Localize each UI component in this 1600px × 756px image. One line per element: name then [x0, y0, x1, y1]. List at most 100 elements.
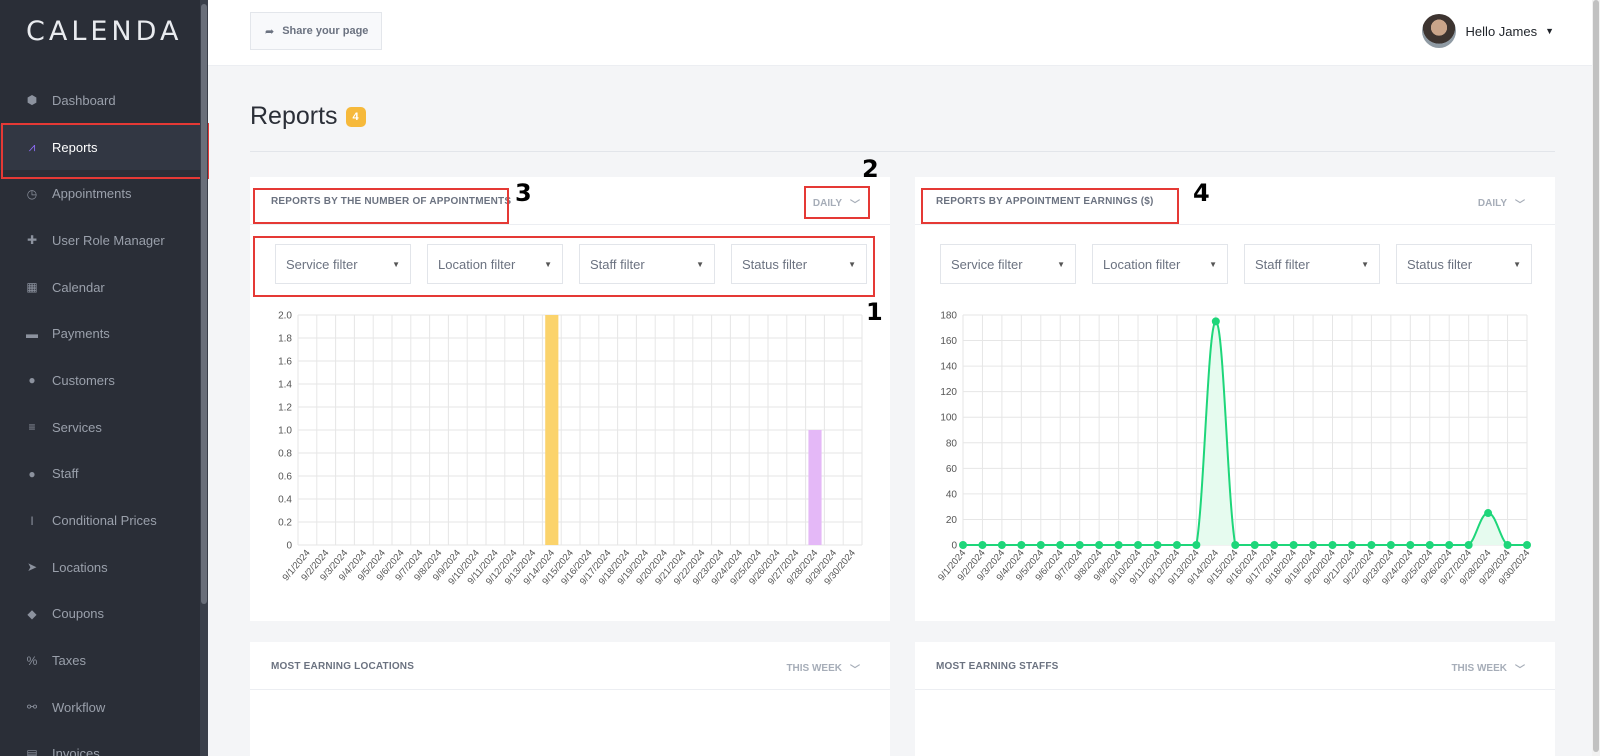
sidebar: CALENDA ⬢ Dashboard ⩘ Reports ◷ Appointments ✚…	[0, 0, 209, 756]
y-tick-label: 1.4	[278, 380, 292, 391]
y-tick-label: 0.6	[278, 472, 292, 483]
share-icon: ➦	[265, 25, 275, 38]
sidebar-item-locations[interactable]: ➤ Locations	[0, 544, 200, 591]
point-9/27/2024	[1464, 541, 1473, 549]
period-label: DAILY	[812, 198, 842, 209]
point-9/17/2024	[1270, 541, 1279, 549]
cube-icon: ⬢	[26, 93, 38, 108]
point-9/22/2024	[1367, 541, 1376, 549]
y-tick-label: 0.8	[278, 449, 292, 460]
appointments-bar-chart: 00.20.40.60.81.01.21.41.61.82.09/1/20249…	[278, 311, 863, 587]
card-title: MOST EARNING LOCATIONS	[271, 661, 415, 672]
card-header: REPORTS BY THE NUMBER OF APPOINTMENTS DA…	[250, 177, 890, 225]
sidebar-item-services[interactable]: ≡ Services	[0, 404, 200, 451]
staff-filter-dropdown[interactable]: Staff filter ▼	[1244, 244, 1380, 284]
period-dropdown[interactable]: THIS WEEK ﹀	[786, 661, 860, 676]
point-9/9/2024	[1114, 541, 1123, 549]
point-9/24/2024	[1406, 541, 1415, 549]
sidebar-item-label: Reports	[52, 139, 98, 155]
share-label: Share your page	[282, 25, 369, 37]
filter-label: Location filter	[1103, 256, 1181, 272]
sidebar-item-label: Invoices	[52, 746, 100, 756]
tag-icon: ◆	[27, 606, 37, 621]
y-tick-label: 160	[940, 336, 957, 347]
most-earning-locations-card: MOST EARNING LOCATIONS THIS WEEK ﹀	[250, 642, 890, 756]
location-filter-dropdown[interactable]: Location filter ▼	[1092, 244, 1228, 284]
sidebar-item-label: Taxes	[52, 653, 86, 669]
sidebar-item-workflow[interactable]: ⚯ Workflow	[0, 684, 200, 731]
period-dropdown[interactable]: DAILY ﹀	[813, 196, 860, 211]
sidebar-item-appointments[interactable]: ◷ Appointments	[0, 170, 200, 217]
sidebar-item-staff[interactable]: ● Staff	[0, 451, 200, 498]
percent-icon: %	[26, 653, 38, 668]
y-tick-label: 0	[951, 541, 957, 552]
filter-label: Staff filter	[1255, 256, 1310, 272]
point-9/30/2024	[1523, 541, 1531, 549]
logo[interactable]: CALENDA	[26, 15, 183, 47]
period-label: THIS WEEK	[786, 663, 842, 674]
point-9/11/2024	[1153, 541, 1162, 549]
point-9/7/2024	[1075, 541, 1084, 549]
filter-row: Service filter ▼ Location filter ▼ Staff fil…	[940, 244, 1548, 284]
clock-icon: ◷	[26, 186, 38, 201]
point-9/14/2024	[1211, 317, 1220, 326]
sidebar-item-reports[interactable]: ⩘ Reports	[0, 122, 209, 179]
caret-down-icon: ▼	[696, 259, 704, 269]
sidebar-item-invoices[interactable]: ▤ Invoices	[0, 731, 200, 756]
chevron-down-icon: ﹀	[850, 665, 860, 676]
page-title: Reports 4	[250, 102, 366, 131]
y-tick-label: 60	[946, 464, 958, 475]
y-tick-label: 1.8	[278, 334, 292, 345]
credit-card-icon: ▬	[26, 326, 38, 341]
filter-label: Location filter	[438, 256, 516, 272]
service-filter-dropdown[interactable]: Service filter ▼	[940, 244, 1076, 284]
period-dropdown[interactable]: THIS WEEK ﹀	[1451, 661, 1525, 676]
file-icon: ▤	[26, 746, 38, 756]
annotation-marker-1: 1	[866, 298, 883, 326]
appointments-report-card: REPORTS BY THE NUMBER OF APPOINTMENTS DA…	[250, 177, 890, 621]
sidebar-item-dashboard[interactable]: ⬢ Dashboard	[0, 77, 200, 124]
sidebar-item-label: Appointments	[52, 186, 132, 202]
sidebar-item-calendar[interactable]: ▦ Calendar	[0, 264, 200, 311]
annotation-marker-2: 2	[862, 155, 879, 183]
sidebar-item-label: Customers	[52, 372, 115, 388]
filter-label: Status filter	[742, 256, 808, 272]
status-filter-dropdown[interactable]: Status filter ▼	[1396, 244, 1532, 284]
point-9/29/2024	[1503, 541, 1512, 549]
y-tick-label: 180	[940, 311, 957, 322]
sidebar-item-payments[interactable]: ▬ Payments	[0, 310, 200, 357]
sidebar-item-conditional-prices[interactable]: I Conditional Prices	[0, 497, 200, 544]
point-9/4/2024	[1017, 541, 1026, 549]
sidebar-item-user-role-manager[interactable]: ✚ User Role Manager	[0, 217, 200, 264]
user-menu[interactable]: Hello James ▼	[1421, 14, 1554, 48]
point-9/19/2024	[1309, 541, 1318, 549]
staff-filter-dropdown[interactable]: Staff filter ▼	[579, 244, 715, 284]
location-filter-dropdown[interactable]: Location filter ▼	[427, 244, 563, 284]
period-dropdown[interactable]: DAILY ﹀	[1478, 196, 1525, 211]
avatar	[1421, 14, 1456, 48]
card-title: REPORTS BY THE NUMBER OF APPOINTMENTS	[271, 196, 512, 207]
i-cursor-icon: I	[30, 513, 34, 528]
page-title-text: Reports	[250, 102, 338, 130]
caret-down-icon: ▼	[1209, 259, 1217, 269]
annotation-marker-3: 3	[515, 179, 532, 207]
filter-label: Service filter	[951, 256, 1023, 272]
sidebar-item-coupons[interactable]: ◆ Coupons	[0, 591, 200, 638]
page-scrollbar[interactable]	[1592, 0, 1600, 756]
sidebar-item-customers[interactable]: ● Customers	[0, 357, 200, 404]
sidebar-item-label: Conditional Prices	[52, 513, 157, 529]
filter-label: Status filter	[1407, 256, 1473, 272]
share-page-button[interactable]: ➦ Share your page	[250, 12, 382, 50]
location-arrow-icon: ➤	[26, 560, 38, 575]
sidebar-item-label: Calendar	[52, 279, 105, 295]
sidebar-item-taxes[interactable]: % Taxes	[0, 637, 200, 684]
y-tick-label: 120	[940, 387, 957, 398]
earnings-line-chart: 0204060801001201401601809/1/20249/2/2024…	[936, 311, 1532, 588]
point-9/25/2024	[1425, 541, 1434, 549]
y-tick-label: 40	[946, 489, 958, 500]
sidebar-scrollbar[interactable]	[200, 0, 208, 756]
status-filter-dropdown[interactable]: Status filter ▼	[731, 244, 867, 284]
annotation-marker-4: 4	[1193, 179, 1210, 207]
service-filter-dropdown[interactable]: Service filter ▼	[275, 244, 411, 284]
topbar: ➦ Share your page Hello James ▼	[208, 0, 1592, 66]
